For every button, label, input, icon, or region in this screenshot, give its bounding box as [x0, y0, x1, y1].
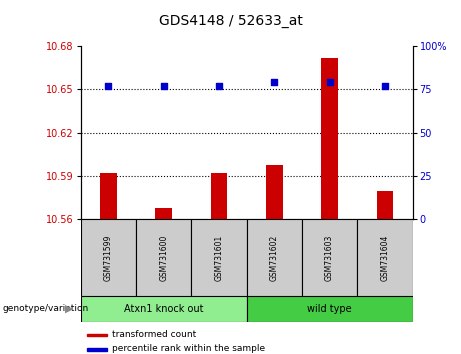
Bar [357, 219, 413, 296]
Point [326, 80, 333, 85]
Bar [100, 173, 117, 219]
Bar [211, 173, 227, 219]
Bar [247, 219, 302, 296]
Bar [321, 58, 338, 219]
Text: GSM731602: GSM731602 [270, 234, 279, 281]
Point [105, 83, 112, 89]
Text: wild type: wild type [307, 304, 352, 314]
Bar [87, 333, 107, 336]
Text: ▶: ▶ [65, 304, 74, 314]
Text: GSM731601: GSM731601 [214, 234, 224, 281]
Text: transformed count: transformed count [112, 330, 196, 339]
Point [381, 83, 389, 89]
Bar [81, 296, 247, 322]
Bar [136, 219, 191, 296]
Text: genotype/variation: genotype/variation [2, 304, 89, 313]
Bar [155, 208, 172, 219]
Text: GSM731604: GSM731604 [380, 234, 390, 281]
Bar [266, 165, 283, 219]
Text: GSM731599: GSM731599 [104, 234, 113, 281]
Point [215, 83, 223, 89]
Bar [87, 348, 107, 351]
Text: GDS4148 / 52633_at: GDS4148 / 52633_at [159, 14, 302, 28]
Text: GSM731603: GSM731603 [325, 234, 334, 281]
Bar [302, 219, 357, 296]
Text: Atxn1 knock out: Atxn1 knock out [124, 304, 203, 314]
Bar [81, 219, 136, 296]
Point [271, 80, 278, 85]
Text: percentile rank within the sample: percentile rank within the sample [112, 344, 266, 353]
Point [160, 83, 167, 89]
Bar [247, 296, 413, 322]
Text: GSM731600: GSM731600 [159, 234, 168, 281]
Bar [377, 190, 393, 219]
Bar [191, 219, 247, 296]
